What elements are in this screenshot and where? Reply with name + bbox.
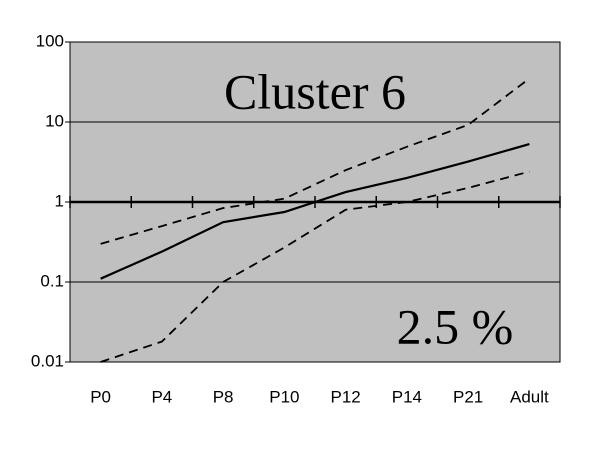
x-tick-label: P12 (331, 387, 361, 406)
series-line (100, 77, 530, 245)
y-tick-label: 0.01 (31, 351, 64, 370)
y-tick-label: 1 (55, 191, 64, 210)
x-tick-label: P21 (453, 387, 483, 406)
x-tick-label: P8 (213, 387, 234, 406)
y-tick-label: 100 (36, 31, 64, 50)
series-line (100, 170, 530, 363)
chart-annotation: Cluster 6 (224, 63, 406, 119)
y-tick-label: 10 (45, 111, 64, 130)
chart-annotation: 2.5 % (397, 298, 514, 354)
x-tick-label: P4 (151, 387, 172, 406)
x-tick-label: P0 (90, 387, 111, 406)
series-line (100, 143, 530, 280)
x-tick-label: P14 (392, 387, 422, 406)
y-tick-label: 0.1 (40, 271, 64, 290)
x-tick-label: Adult (510, 387, 549, 406)
x-tick-label: P10 (269, 387, 299, 406)
